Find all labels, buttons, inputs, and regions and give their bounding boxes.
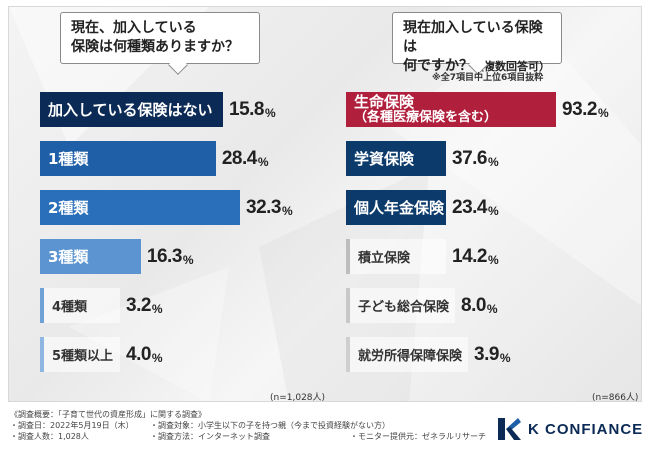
- left-n-note: (n=1,028人): [270, 393, 326, 403]
- bar-label-1-0: 生命保険: [354, 92, 415, 111]
- right-question-line2: 何ですか？: [403, 58, 473, 74]
- bar-value-0-3: 16.3%: [146, 245, 194, 267]
- bar-label-0-0: 加入している保険はない: [48, 101, 213, 119]
- bar-1-3: 積立保険: [346, 239, 446, 274]
- footer-target: ・調査対象：小学生以下の子を持つ親（今まで投資経験がない方）: [150, 421, 390, 430]
- footer-provider: ・モニター提供元：ゼネラルリサーチ: [350, 432, 486, 441]
- left-question-line1: 現在、加入している: [71, 20, 197, 36]
- bar-value-1-2: 23.4%: [452, 196, 499, 218]
- brand-logo-text: K CONFIANCE: [528, 420, 644, 438]
- bar-value-0-2: 32.3%: [246, 196, 293, 218]
- bar-1-0: 生命保険 （各種医療保険を含む）: [346, 92, 556, 127]
- bar-value-1-5: 3.9%: [474, 343, 511, 365]
- bar-value-1-3: 14.2%: [452, 245, 499, 267]
- footer-date: ・調査日：2022年5月19日（木）: [10, 421, 134, 430]
- bar-sublabel-1-0: （各種医療保険を含む）: [354, 109, 498, 125]
- bar-label-0-1: 1種類: [48, 150, 89, 168]
- bar-label-0-5: 5種類以上: [52, 349, 114, 364]
- right-question-bubble: 現在加入している保険は 何ですか？（複数回答可）: [392, 12, 562, 75]
- left-question-line2: 保険は何種類ありますか？: [71, 39, 239, 55]
- bar-0-2: 2種類: [40, 190, 240, 225]
- bar-1-5: 就労所得保障保険: [346, 337, 468, 372]
- brand-logo: K CONFIANCE: [496, 416, 643, 442]
- bar-label-1-1: 学資保険: [354, 150, 415, 168]
- bar-label-1-3: 積立保険: [358, 251, 411, 266]
- bar-label-0-3: 3種類: [48, 248, 89, 266]
- bar-0-5: 5種類以上: [40, 337, 120, 372]
- bar-label-0-4: 4種類: [52, 300, 88, 315]
- survey-footer: 《調査概要：「子育て世代の資産形成」に関する調査》 ・調査日：2022年5月19…: [10, 409, 486, 442]
- bar-label-1-4: 子ども総合保険: [358, 300, 450, 315]
- bar-value-0-0: 15.8%: [229, 98, 276, 120]
- bar-value-1-4: 8.0%: [461, 294, 498, 316]
- bar-label-1-2: 個人年金保険: [354, 199, 445, 217]
- bar-0-3: 3種類: [40, 239, 141, 274]
- bar-0-4: 4種類: [40, 288, 120, 323]
- brand-logo-icon: [498, 418, 521, 440]
- right-subnote: ※全7項目中上位6項目抜粋: [432, 73, 544, 83]
- footer-title: 《調査概要：「子育て世代の資産形成」に関する調査》: [10, 410, 206, 419]
- footer-count: ・調査人数：1,028人: [10, 432, 89, 441]
- bar-1-2: 個人年金保険: [346, 190, 446, 225]
- right-question-paren: （複数回答可）: [473, 60, 550, 73]
- bar-0-1: 1種類: [40, 141, 216, 176]
- bar-value-0-4: 3.2%: [126, 294, 163, 316]
- footer-method: ・調査方法：インターネット調査: [150, 432, 270, 441]
- bar-label-1-5: 就労所得保障保険: [358, 349, 463, 364]
- bar-value-1-0: 93.2%: [562, 98, 609, 120]
- bar-value-1-1: 37.6%: [452, 147, 499, 169]
- left-question-bubble: 現在、加入している 保険は何種類ありますか？: [60, 12, 260, 75]
- bar-0-0: 加入している保険はない: [40, 92, 223, 127]
- bar-value-0-1: 28.4%: [221, 147, 269, 169]
- bar-1-4: 子ども総合保険: [346, 288, 455, 323]
- right-question-line1: 現在加入している保険は: [403, 20, 543, 55]
- bar-label-0-2: 2種類: [48, 199, 89, 217]
- right-n-note: (n=866人): [592, 393, 639, 403]
- bar-1-1: 学資保険: [346, 141, 446, 176]
- bar-value-0-5: 4.0%: [126, 343, 163, 365]
